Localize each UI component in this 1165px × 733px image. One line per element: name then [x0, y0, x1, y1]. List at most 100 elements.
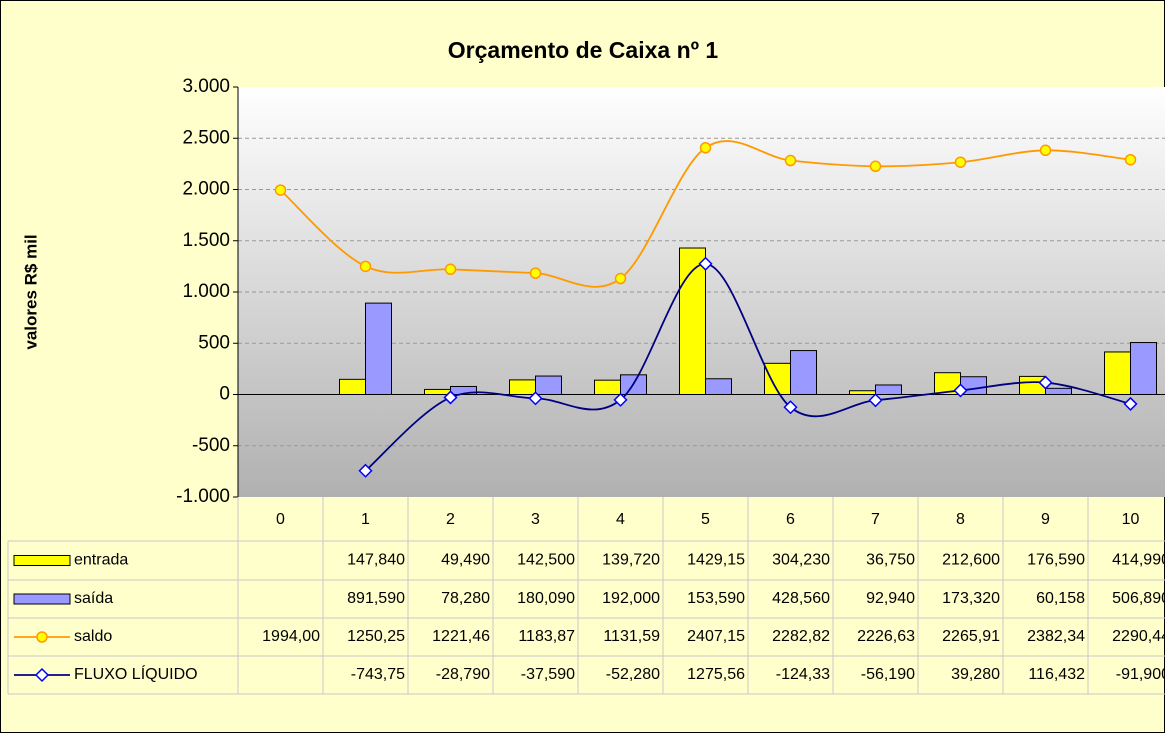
point	[783, 400, 798, 415]
point	[953, 383, 968, 398]
point	[1123, 396, 1138, 411]
bar	[790, 350, 817, 395]
point	[613, 392, 628, 407]
table-value: -124,33	[776, 666, 830, 683]
x-tick-label: 6	[786, 511, 795, 528]
table-value: 2226,63	[857, 628, 915, 645]
legend-marker	[34, 667, 50, 683]
bar	[1130, 342, 1157, 395]
y-tick-label: 3.000	[182, 76, 230, 97]
x-tick-label: 7	[871, 511, 880, 528]
table-value: 1131,59	[603, 628, 660, 645]
point	[1124, 153, 1137, 166]
point	[274, 184, 287, 196]
point	[529, 267, 542, 279]
point	[528, 391, 543, 406]
x-tick-label: 8	[956, 511, 965, 528]
x-tick-label: 10	[1122, 511, 1140, 528]
table-value: 2290,44	[1112, 628, 1165, 645]
bar	[705, 378, 732, 395]
table-value: 212,600	[942, 552, 1000, 569]
legend-key	[13, 593, 71, 605]
point	[1039, 144, 1052, 157]
legend-label: saldo	[74, 628, 112, 645]
table-value: 92,940	[866, 590, 915, 607]
bar	[365, 302, 392, 396]
bar	[509, 379, 536, 395]
table-value: -56,190	[861, 666, 915, 683]
table-value: 414,990	[1112, 552, 1165, 569]
legend-label: entrada	[74, 552, 128, 569]
table-value: 428,560	[772, 590, 830, 607]
table-value: 173,320	[942, 590, 1000, 607]
point	[444, 263, 457, 276]
table-value: -28,790	[436, 666, 490, 683]
bar	[679, 247, 706, 395]
table-value: 891,590	[347, 590, 405, 607]
bar	[424, 388, 451, 396]
table-value: 36,750	[866, 552, 915, 569]
point	[358, 463, 373, 478]
x-tick-label: 0	[276, 511, 285, 528]
x-tick-label: 2	[446, 511, 455, 528]
x-tick-label: 1	[361, 511, 370, 528]
legend-key	[13, 555, 71, 566]
table-value: 180,090	[517, 590, 575, 607]
bar	[1104, 351, 1131, 396]
table-value: 142,500	[517, 552, 575, 569]
table-value: 304,230	[772, 552, 830, 569]
legend-label: FLUXO LÍQUIDO	[74, 664, 198, 683]
table-value: 1221,46	[432, 628, 490, 645]
y-tick-label: -1.000	[176, 486, 230, 507]
line	[364, 262, 1131, 472]
y-tick-label: 2.000	[182, 179, 230, 200]
table-value: 2282,82	[772, 628, 830, 645]
point	[1038, 375, 1053, 390]
point	[699, 142, 712, 154]
point	[784, 154, 797, 167]
bar	[339, 378, 366, 396]
line	[279, 140, 1131, 288]
table-value: 153,590	[687, 590, 745, 607]
point	[698, 256, 713, 271]
table-value: 1275,56	[687, 666, 745, 683]
table-value: -743,75	[351, 666, 405, 683]
point	[869, 160, 882, 173]
table-value: 176,590	[1027, 552, 1085, 569]
table-value: 2265,91	[942, 628, 1000, 645]
point	[868, 393, 883, 408]
table-value: 506,890	[1112, 590, 1165, 607]
y-tick-label: 1.000	[182, 281, 230, 302]
legend-marker	[36, 631, 48, 643]
point	[359, 260, 372, 273]
table-value: -37,590	[521, 666, 575, 683]
x-tick-label: 3	[531, 511, 540, 528]
legend-label: saída	[74, 590, 113, 607]
y-tick-label: 0	[219, 384, 230, 405]
table-value: 1994,00	[262, 628, 320, 645]
table-value: 147,840	[347, 552, 405, 569]
y-tick-label: 2.500	[182, 127, 230, 148]
table-value: 192,000	[602, 590, 660, 607]
y-tick-label: 1.500	[182, 230, 230, 251]
bar	[875, 384, 902, 396]
table-value: 116,432	[1028, 666, 1085, 683]
point	[443, 390, 458, 405]
table-value: 1183,87	[518, 628, 575, 645]
table-value: 49,490	[441, 552, 490, 569]
table-value: 2382,34	[1027, 628, 1085, 645]
table-value: 78,280	[441, 590, 490, 607]
bar	[594, 379, 621, 396]
y-tick-label: 500	[198, 332, 230, 353]
table-value: -52,280	[606, 666, 660, 683]
table-value: 2407,15	[687, 628, 745, 645]
bar	[535, 375, 562, 395]
x-tick-label: 9	[1041, 511, 1050, 528]
point	[614, 272, 627, 285]
point	[954, 156, 967, 168]
bar	[849, 390, 876, 395]
table-value: -91,900	[1116, 666, 1165, 683]
table-value: 1250,25	[347, 628, 405, 645]
table-value: 39,280	[951, 666, 1000, 683]
